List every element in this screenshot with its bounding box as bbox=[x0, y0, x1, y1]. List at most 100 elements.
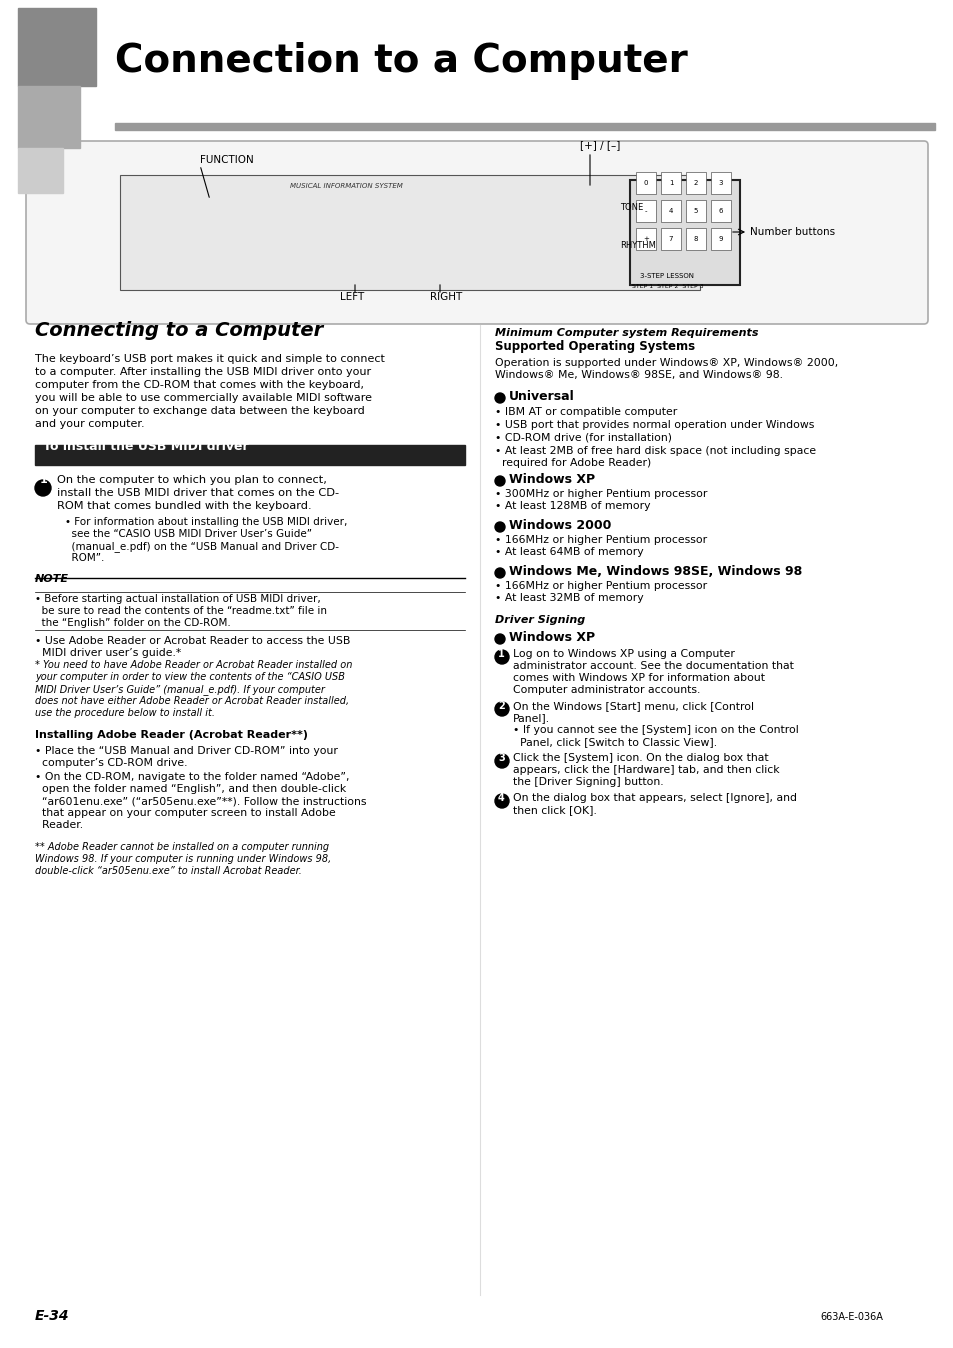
Text: 1: 1 bbox=[668, 181, 673, 186]
Bar bbox=[120, 175, 700, 290]
Text: TONE: TONE bbox=[619, 204, 642, 212]
Text: Log on to Windows XP using a Computer: Log on to Windows XP using a Computer bbox=[513, 648, 734, 659]
Bar bbox=[35, 445, 464, 465]
Bar bbox=[685, 228, 705, 249]
Text: • If you cannot see the [System] icon on the Control: • If you cannot see the [System] icon on… bbox=[513, 725, 798, 735]
Text: FUNCTION: FUNCTION bbox=[200, 155, 253, 164]
Text: • 166MHz or higher Pentium processor: • 166MHz or higher Pentium processor bbox=[495, 535, 706, 545]
Bar bbox=[115, 123, 934, 129]
Text: Minimum Computer system Requirements: Minimum Computer system Requirements bbox=[495, 328, 758, 338]
Bar bbox=[636, 173, 656, 194]
Text: To install the USB MIDI driver: To install the USB MIDI driver bbox=[43, 439, 249, 453]
Text: Supported Operating Systems: Supported Operating Systems bbox=[495, 340, 695, 353]
Text: • 166MHz or higher Pentium processor: • 166MHz or higher Pentium processor bbox=[495, 581, 706, 590]
Bar bbox=[685, 173, 705, 194]
Text: open the folder named “English”, and then double-click: open the folder named “English”, and the… bbox=[35, 785, 346, 794]
Text: 2: 2 bbox=[497, 701, 504, 710]
Text: 8: 8 bbox=[693, 236, 698, 243]
Text: 3-STEP LESSON: 3-STEP LESSON bbox=[639, 274, 693, 279]
Text: 4: 4 bbox=[668, 208, 673, 214]
Text: Operation is supported under Windows® XP, Windows® 2000,: Operation is supported under Windows® XP… bbox=[495, 359, 838, 368]
Bar bbox=[636, 200, 656, 222]
Text: 3: 3 bbox=[718, 181, 722, 186]
Bar bbox=[660, 228, 680, 249]
Text: RHYTHM: RHYTHM bbox=[619, 241, 655, 249]
Text: MUSICAL INFORMATION SYSTEM: MUSICAL INFORMATION SYSTEM bbox=[290, 183, 402, 189]
Text: Connecting to a Computer: Connecting to a Computer bbox=[35, 321, 323, 340]
Text: MIDI driver user’s guide.*: MIDI driver user’s guide.* bbox=[35, 648, 181, 658]
Text: On the computer to which you plan to connect,: On the computer to which you plan to con… bbox=[57, 474, 327, 485]
Text: Number buttons: Number buttons bbox=[749, 226, 834, 237]
Text: [+] / [–]: [+] / [–] bbox=[579, 140, 619, 150]
Text: then click [OK].: then click [OK]. bbox=[513, 805, 597, 816]
Text: Click the [System] icon. On the dialog box that: Click the [System] icon. On the dialog b… bbox=[513, 754, 768, 763]
Text: 4: 4 bbox=[497, 793, 504, 803]
Text: Universal: Universal bbox=[509, 390, 574, 403]
Text: • For information about installing the USB MIDI driver,: • For information about installing the U… bbox=[65, 518, 347, 527]
Circle shape bbox=[495, 476, 504, 487]
Text: 663A-E-036A: 663A-E-036A bbox=[820, 1312, 882, 1322]
Text: RIGHT: RIGHT bbox=[430, 293, 462, 302]
Text: install the USB MIDI driver that comes on the CD-: install the USB MIDI driver that comes o… bbox=[57, 488, 338, 497]
Text: (manual_e.pdf) on the “USB Manual and Driver CD-: (manual_e.pdf) on the “USB Manual and Dr… bbox=[65, 541, 338, 551]
Text: Panel, click [Switch to Classic View].: Panel, click [Switch to Classic View]. bbox=[513, 737, 717, 747]
Text: STEP 1  STEP 2  STEP 3: STEP 1 STEP 2 STEP 3 bbox=[631, 284, 703, 288]
Text: • IBM AT or compatible computer: • IBM AT or compatible computer bbox=[495, 407, 677, 417]
Text: Connection to a Computer: Connection to a Computer bbox=[115, 42, 687, 80]
Circle shape bbox=[495, 650, 509, 665]
Bar bbox=[660, 200, 680, 222]
Text: LEFT: LEFT bbox=[339, 293, 364, 302]
Text: 0: 0 bbox=[643, 181, 648, 186]
Text: on your computer to exchange data between the keyboard: on your computer to exchange data betwee… bbox=[35, 406, 364, 417]
Circle shape bbox=[495, 394, 504, 403]
Bar bbox=[636, 228, 656, 249]
Text: 7: 7 bbox=[668, 236, 673, 243]
Text: MIDI Driver User’s Guide” (manual_e.pdf). If your computer: MIDI Driver User’s Guide” (manual_e.pdf)… bbox=[35, 683, 325, 696]
Text: your computer in order to view the contents of the “CASIO USB: your computer in order to view the conte… bbox=[35, 673, 345, 682]
Circle shape bbox=[495, 568, 504, 578]
Text: NOTE: NOTE bbox=[35, 574, 69, 584]
Circle shape bbox=[495, 702, 509, 716]
Text: E-34: E-34 bbox=[35, 1309, 70, 1322]
Text: Installing Adobe Reader (Acrobat Reader**): Installing Adobe Reader (Acrobat Reader*… bbox=[35, 731, 308, 740]
Text: “ar601enu.exe” (“ar505enu.exe”**). Follow the instructions: “ar601enu.exe” (“ar505enu.exe”**). Follo… bbox=[35, 797, 366, 806]
Circle shape bbox=[35, 480, 51, 496]
Text: 1: 1 bbox=[39, 474, 48, 485]
Text: Panel].: Panel]. bbox=[513, 713, 550, 723]
Text: Windows® Me, Windows® 98SE, and Windows® 98.: Windows® Me, Windows® 98SE, and Windows®… bbox=[495, 369, 782, 380]
Text: Windows 98. If your computer is running under Windows 98,: Windows 98. If your computer is running … bbox=[35, 855, 331, 864]
Bar bbox=[629, 181, 740, 284]
Text: -: - bbox=[644, 208, 646, 214]
Text: 2: 2 bbox=[693, 181, 698, 186]
Bar bbox=[18, 8, 96, 86]
Text: * You need to have Adobe Reader or Acrobat Reader installed on: * You need to have Adobe Reader or Acrob… bbox=[35, 661, 352, 670]
Text: 5: 5 bbox=[693, 208, 698, 214]
Text: • At least 64MB of memory: • At least 64MB of memory bbox=[495, 547, 643, 557]
Text: Windows Me, Windows 98SE, Windows 98: Windows Me, Windows 98SE, Windows 98 bbox=[509, 565, 801, 578]
Text: • At least 32MB of memory: • At least 32MB of memory bbox=[495, 593, 643, 603]
Text: • At least 128MB of memory: • At least 128MB of memory bbox=[495, 501, 650, 511]
Bar bbox=[710, 200, 730, 222]
Text: ** Adobe Reader cannot be installed on a computer running: ** Adobe Reader cannot be installed on a… bbox=[35, 842, 329, 852]
Text: Reader.: Reader. bbox=[35, 820, 83, 830]
Text: Windows 2000: Windows 2000 bbox=[509, 519, 611, 532]
Text: +: + bbox=[642, 236, 648, 243]
Text: see the “CASIO USB MIDI Driver User’s Guide”: see the “CASIO USB MIDI Driver User’s Gu… bbox=[65, 528, 312, 539]
Text: you will be able to use commercially available MIDI software: you will be able to use commercially ava… bbox=[35, 394, 372, 403]
Bar bbox=[710, 173, 730, 194]
Text: the [Driver Signing] button.: the [Driver Signing] button. bbox=[513, 776, 663, 787]
Text: does not have either Adobe Reader or Acrobat Reader installed,: does not have either Adobe Reader or Acr… bbox=[35, 696, 349, 706]
Text: • Use Adobe Reader or Acrobat Reader to access the USB: • Use Adobe Reader or Acrobat Reader to … bbox=[35, 636, 350, 646]
Text: be sure to read the contents of the “readme.txt” file in: be sure to read the contents of the “rea… bbox=[35, 607, 327, 616]
Text: ROM”.: ROM”. bbox=[65, 553, 104, 563]
Bar bbox=[18, 148, 63, 193]
Text: • At least 2MB of free hard disk space (not including space: • At least 2MB of free hard disk space (… bbox=[495, 446, 815, 456]
Circle shape bbox=[495, 634, 504, 644]
Bar bbox=[660, 173, 680, 194]
Bar bbox=[685, 200, 705, 222]
Text: that appear on your computer screen to install Adobe: that appear on your computer screen to i… bbox=[35, 807, 335, 818]
Text: appears, click the [Hardware] tab, and then click: appears, click the [Hardware] tab, and t… bbox=[513, 766, 779, 775]
Text: • CD-ROM drive (for installation): • CD-ROM drive (for installation) bbox=[495, 433, 671, 443]
Text: 6: 6 bbox=[718, 208, 722, 214]
Text: On the dialog box that appears, select [Ignore], and: On the dialog box that appears, select [… bbox=[513, 793, 796, 803]
